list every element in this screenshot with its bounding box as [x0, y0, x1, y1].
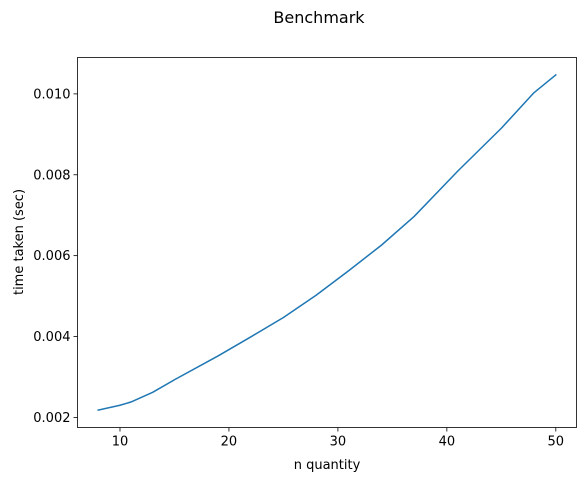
x-axis-label: n quantity — [294, 458, 361, 473]
y-axis-ticks: 0.002 0.004 0.006 0.008 0.010 — [33, 87, 78, 426]
y-tick-label: 0.008 — [33, 168, 70, 183]
x-tick-label: 50 — [548, 435, 565, 450]
x-tick-label: 20 — [221, 435, 238, 450]
chart-title: Benchmark — [273, 8, 365, 27]
series-line — [97, 73, 557, 412]
x-tick-label: 10 — [112, 435, 129, 450]
y-tick-label: 0.004 — [33, 330, 70, 345]
x-axis-ticks: 10 20 30 40 50 — [112, 427, 565, 450]
plot-frame — [77, 57, 577, 428]
y-axis-label: time taken (sec) — [12, 189, 27, 295]
x-tick-label: 40 — [439, 435, 456, 450]
y-tick-label: 0.010 — [33, 87, 70, 102]
data-points — [98, 74, 556, 411]
y-tick-label: 0.002 — [33, 411, 70, 426]
x-tick-label: 30 — [330, 435, 347, 450]
y-tick-label: 0.006 — [33, 249, 70, 264]
plot-area — [77, 57, 577, 428]
